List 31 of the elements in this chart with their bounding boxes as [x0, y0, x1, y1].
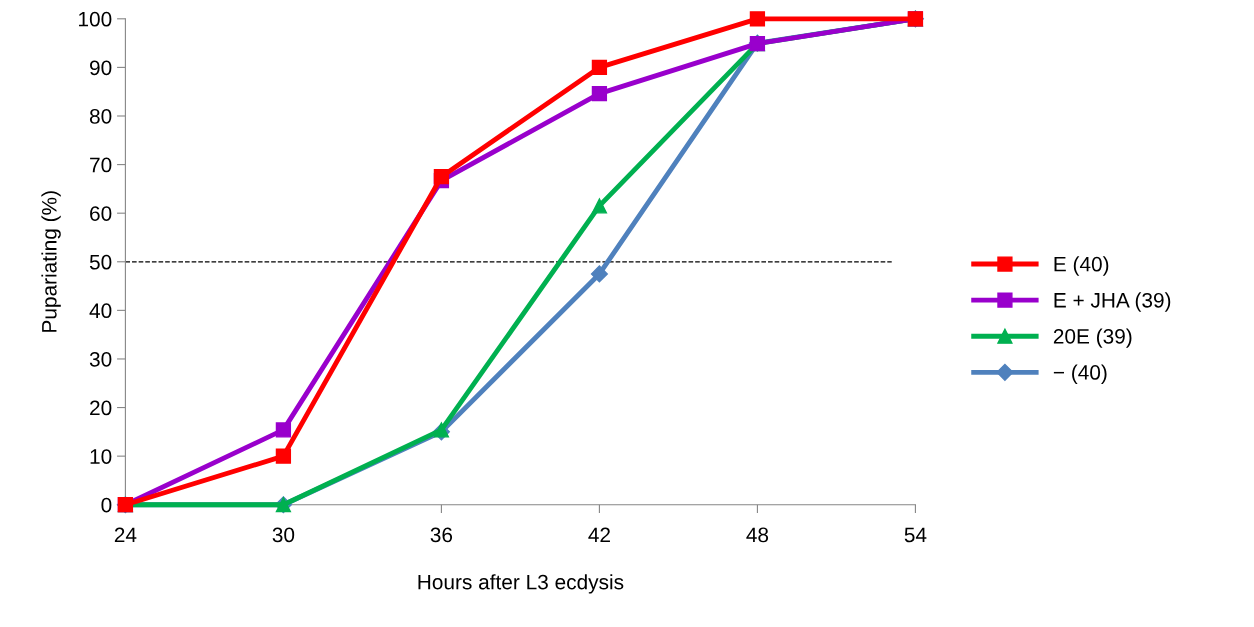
legend-label: − (40) — [1053, 364, 1107, 384]
legend-label: E (40) — [1054, 256, 1109, 276]
x-tick-label: 24 — [114, 527, 137, 543]
y-tick-label: 80 — [89, 109, 112, 124]
x-tick-label: 30 — [272, 527, 295, 543]
y-tick-label: 0 — [101, 497, 112, 513]
x-tick-label: 36 — [430, 527, 453, 543]
x-tick-label: 54 — [904, 527, 927, 543]
point — [749, 11, 766, 27]
y-axis-title: Pupariating (%) — [41, 191, 61, 332]
point — [433, 169, 450, 185]
y-tick-label: 30 — [89, 351, 112, 367]
point — [591, 198, 608, 214]
y-tick-label: 40 — [89, 303, 112, 319]
y-tick-label: 10 — [90, 449, 112, 464]
y-tick-label: 70 — [90, 157, 112, 173]
y-tick-label: 90 — [90, 60, 112, 76]
point — [591, 59, 608, 76]
x-tick-label: 42 — [588, 527, 610, 543]
y-tick-label: 100 — [79, 11, 112, 27]
point — [275, 422, 292, 438]
legend-label: 20E (39) — [1053, 328, 1132, 348]
point — [590, 265, 608, 283]
point — [591, 86, 608, 102]
x-tick-label: 48 — [746, 527, 769, 543]
x-axis-title: Hours after L3 ecdysis — [418, 574, 624, 594]
y-tick-label: 20 — [90, 400, 112, 416]
point — [275, 448, 292, 464]
y-tick-label: 60 — [90, 206, 112, 221]
y-tick-label: 50 — [89, 254, 112, 270]
legend-label: E + JHA (39) — [1054, 292, 1171, 312]
